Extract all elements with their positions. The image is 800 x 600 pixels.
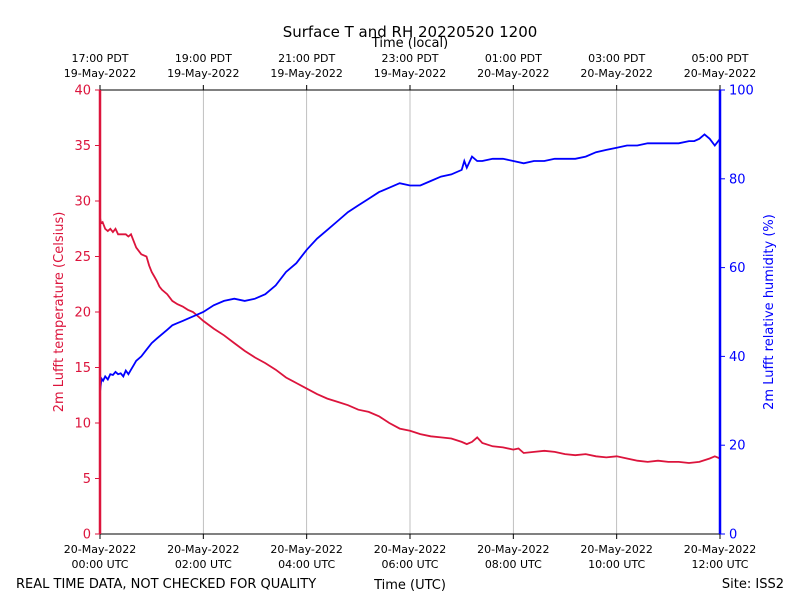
- humidity-series-line: [99, 133, 721, 393]
- bottom-tick-time: 00:00 UTC: [71, 558, 128, 571]
- top-tick-time: 01:00 PDT: [485, 52, 542, 65]
- right-tick-label: 20: [729, 439, 746, 454]
- left-tick-label: 40: [74, 84, 91, 99]
- top-tick-date: 20-May-2022: [580, 67, 652, 80]
- top-axis-label: Time (local): [371, 36, 448, 51]
- top-tick-time: 03:00 PDT: [588, 52, 645, 65]
- top-tick-date: 20-May-2022: [684, 67, 756, 80]
- left-axis-label: 2m Lufft temperature (Celsius): [52, 212, 67, 413]
- top-tick-date: 19-May-2022: [270, 67, 342, 80]
- right-tick-label: 40: [729, 350, 746, 365]
- quality-disclaimer: REAL TIME DATA, NOT CHECKED FOR QUALITY: [16, 577, 316, 592]
- chart-title: Surface T and RH 20220520 1200: [283, 23, 538, 41]
- left-tick-label: 25: [74, 250, 91, 265]
- top-tick-time: 23:00 PDT: [381, 52, 438, 65]
- top-tick-date: 19-May-2022: [64, 67, 136, 80]
- bottom-tick-time: 10:00 UTC: [588, 558, 645, 571]
- bottom-tick-date: 20-May-2022: [684, 543, 756, 556]
- bottom-axis-ticks: 20-May-2022 00:00 UTC 20-May-2022 02:00 UTC…: [64, 534, 756, 571]
- right-tick-label: 0: [729, 528, 737, 543]
- left-tick-label: 0: [83, 528, 91, 543]
- right-axis-label: 2m Lufft relative humidity (%): [762, 214, 777, 410]
- right-tick-label: 80: [729, 172, 746, 187]
- bottom-tick-date: 20-May-2022: [270, 543, 342, 556]
- bottom-tick-time: 06:00 UTC: [381, 558, 438, 571]
- bottom-tick-time: 08:00 UTC: [485, 558, 542, 571]
- bottom-axis-label: Time (UTC): [373, 578, 446, 593]
- bottom-tick-date: 20-May-2022: [477, 543, 549, 556]
- left-tick-label: 20: [74, 306, 91, 321]
- site-label: Site: ISS2: [722, 577, 784, 592]
- bottom-tick-time: 12:00 UTC: [691, 558, 748, 571]
- left-tick-label: 15: [74, 361, 91, 376]
- top-tick-time: 17:00 PDT: [71, 52, 128, 65]
- bottom-tick-date: 20-May-2022: [580, 543, 652, 556]
- top-axis-ticks: 17:00 PDT 19-May-2022 19:00 PDT 19-May-2022…: [64, 52, 756, 90]
- bottom-tick-date: 20-May-2022: [167, 543, 239, 556]
- top-tick-date: 19-May-2022: [167, 67, 239, 80]
- right-tick-label: 60: [729, 261, 746, 276]
- bottom-tick-time: 04:00 UTC: [278, 558, 335, 571]
- top-tick-time: 19:00 PDT: [175, 52, 232, 65]
- left-tick-label: 35: [74, 139, 91, 154]
- top-tick-time: 21:00 PDT: [278, 52, 335, 65]
- left-tick-label: 30: [74, 195, 91, 210]
- bottom-tick-date: 20-May-2022: [374, 543, 446, 556]
- right-tick-label: 100: [729, 84, 754, 99]
- bottom-tick-date: 20-May-2022: [64, 543, 136, 556]
- right-axis-ticks: 0 20 40 60 80 100: [720, 84, 754, 543]
- bottom-tick-time: 02:00 UTC: [175, 558, 232, 571]
- top-tick-time: 05:00 PDT: [691, 52, 748, 65]
- left-tick-label: 5: [83, 472, 91, 487]
- left-axis-ticks: 0 5 10 15 20 25 30 35 40: [74, 84, 100, 543]
- top-tick-date: 19-May-2022: [374, 67, 446, 80]
- left-tick-label: 10: [74, 417, 91, 432]
- top-tick-date: 20-May-2022: [477, 67, 549, 80]
- temperature-series-line: [99, 217, 721, 464]
